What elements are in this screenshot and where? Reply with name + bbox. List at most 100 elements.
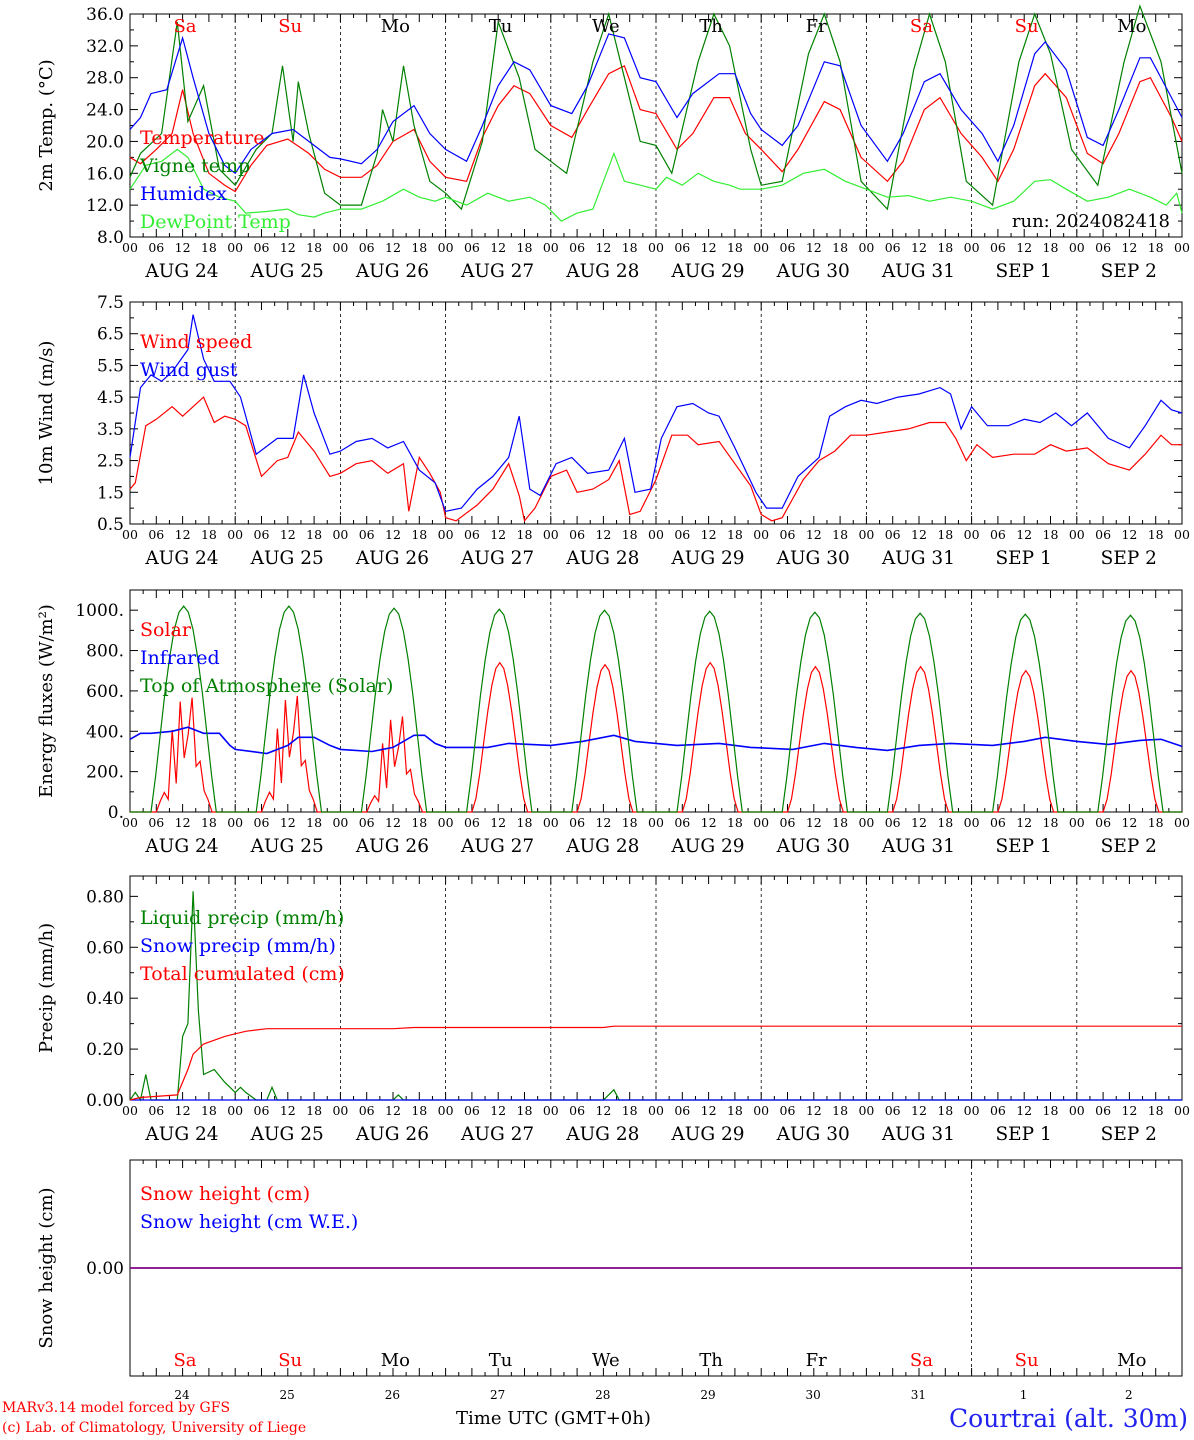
day-number-label: 28 <box>595 1388 610 1402</box>
date-label: AUG 30 <box>776 1124 850 1145</box>
day-number-label: 26 <box>385 1388 400 1402</box>
hour-tick-label: 06 <box>1095 815 1111 830</box>
legend-entry: Vigne temp <box>139 155 250 177</box>
hour-tick-label: 18 <box>1043 527 1059 542</box>
hour-tick-label: 06 <box>359 240 375 255</box>
hour-tick-label: 12 <box>175 240 191 255</box>
hour-tick-label: 12 <box>1121 1103 1137 1118</box>
hour-tick-label: 12 <box>385 815 401 830</box>
legend-entry: Snow height (cm W.E.) <box>140 1211 358 1233</box>
day-number-label: 27 <box>490 1388 505 1402</box>
y-axis-title: Snow height (cm) <box>36 1187 57 1348</box>
date-label: SEP 1 <box>995 548 1051 569</box>
date-label: AUG 26 <box>355 1124 429 1145</box>
date-label: SEP 2 <box>1101 261 1157 282</box>
y-tick-label: 7.5 <box>97 293 124 313</box>
hour-tick-label: 00 <box>332 240 348 255</box>
date-label: AUG 27 <box>460 1124 534 1145</box>
hour-tick-label: 00 <box>543 815 559 830</box>
series-total-cumulated-cm- <box>129 1025 1182 1101</box>
hour-tick-label: 18 <box>1043 1103 1059 1118</box>
hour-tick-label: 18 <box>832 815 848 830</box>
hour-tick-label: 06 <box>990 815 1006 830</box>
hour-tick-label: 06 <box>254 527 270 542</box>
hour-tick-label: 06 <box>254 815 270 830</box>
y-tick-label: 24.0 <box>86 101 124 121</box>
hour-tick-label: 18 <box>937 240 953 255</box>
weekday-label: We <box>592 16 620 37</box>
hour-tick-label: 12 <box>490 815 506 830</box>
hour-tick-label: 06 <box>990 240 1006 255</box>
hour-tick-label: 06 <box>254 240 270 255</box>
hour-tick-label: 12 <box>1121 815 1137 830</box>
legend-entry: Wind speed <box>140 331 252 353</box>
hour-tick-label: 18 <box>517 527 533 542</box>
day-number-label: 1 <box>1020 1388 1028 1402</box>
hour-tick-label: 18 <box>727 1103 743 1118</box>
hour-tick-label: 00 <box>122 240 138 255</box>
date-label: AUG 25 <box>250 1124 324 1145</box>
hour-tick-label: 06 <box>1095 1103 1111 1118</box>
hour-tick-label: 06 <box>674 1103 690 1118</box>
weekday-label: Sa <box>910 16 933 37</box>
hour-tick-label: 00 <box>753 527 769 542</box>
date-label: SEP 2 <box>1101 1124 1157 1145</box>
hour-tick-label: 06 <box>464 240 480 255</box>
date-label: AUG 25 <box>250 548 324 569</box>
y-tick-label: 16.0 <box>86 164 124 184</box>
date-label: AUG 26 <box>355 836 429 857</box>
hour-tick-label: 00 <box>648 815 664 830</box>
series-wind-speed <box>129 396 1182 523</box>
date-label: AUG 27 <box>460 548 534 569</box>
date-label: AUG 29 <box>670 548 744 569</box>
hour-tick-label: 00 <box>122 1103 138 1118</box>
hour-tick-label: 00 <box>858 240 874 255</box>
weekday-label: Mo <box>381 16 410 37</box>
hour-tick-label: 12 <box>806 1103 822 1118</box>
hour-tick-label: 06 <box>359 527 375 542</box>
weekday-label: Mo <box>381 1350 410 1371</box>
hour-tick-label: 00 <box>648 240 664 255</box>
hour-tick-label: 06 <box>885 815 901 830</box>
hour-tick-label: 18 <box>201 240 217 255</box>
hour-tick-label: 18 <box>201 1103 217 1118</box>
weekday-label: Fr <box>806 16 827 37</box>
hour-tick-label: 18 <box>201 815 217 830</box>
hour-tick-label: 00 <box>1069 527 1085 542</box>
hour-tick-label: 18 <box>1148 240 1164 255</box>
hour-tick-label: 00 <box>858 815 874 830</box>
hour-tick-label: 12 <box>1016 527 1032 542</box>
legend-entry: Humidex <box>140 183 227 205</box>
station-name: Courtrai (alt. 30m) <box>949 1404 1188 1433</box>
y-tick-label: 36.0 <box>86 5 124 25</box>
hour-tick-label: 12 <box>175 1103 191 1118</box>
hour-tick-label: 06 <box>674 240 690 255</box>
weekday-label: Sa <box>173 16 196 37</box>
hour-tick-label: 00 <box>964 240 980 255</box>
panel-3 <box>129 589 1183 813</box>
date-label: AUG 28 <box>565 548 639 569</box>
y-tick-label: 6.5 <box>97 325 124 345</box>
y-axis-title: 2m Temp. (°C) <box>36 59 57 191</box>
hour-tick-label: 06 <box>148 1103 164 1118</box>
series-humidex <box>129 33 1183 175</box>
hour-tick-label: 18 <box>306 527 322 542</box>
hour-tick-label: 00 <box>1069 815 1085 830</box>
hour-tick-label: 00 <box>753 815 769 830</box>
hour-tick-label: 18 <box>306 1103 322 1118</box>
hour-tick-label: 18 <box>937 527 953 542</box>
hour-tick-label: 12 <box>1016 240 1032 255</box>
hour-tick-label: 18 <box>1148 815 1164 830</box>
y-tick-label: 2.5 <box>97 452 124 472</box>
date-label: AUG 29 <box>670 261 744 282</box>
hour-tick-label: 00 <box>227 1103 243 1118</box>
legend-entry: Snow precip (mm/h) <box>140 935 336 957</box>
day-number-label: 29 <box>700 1388 715 1402</box>
legend-entry: Temperature <box>140 127 264 149</box>
hour-tick-label: 12 <box>385 240 401 255</box>
hour-tick-label: 12 <box>490 240 506 255</box>
hour-tick-label: 18 <box>411 815 427 830</box>
y-tick-label: 3.5 <box>97 420 124 440</box>
y-tick-label: 32.0 <box>86 37 124 57</box>
